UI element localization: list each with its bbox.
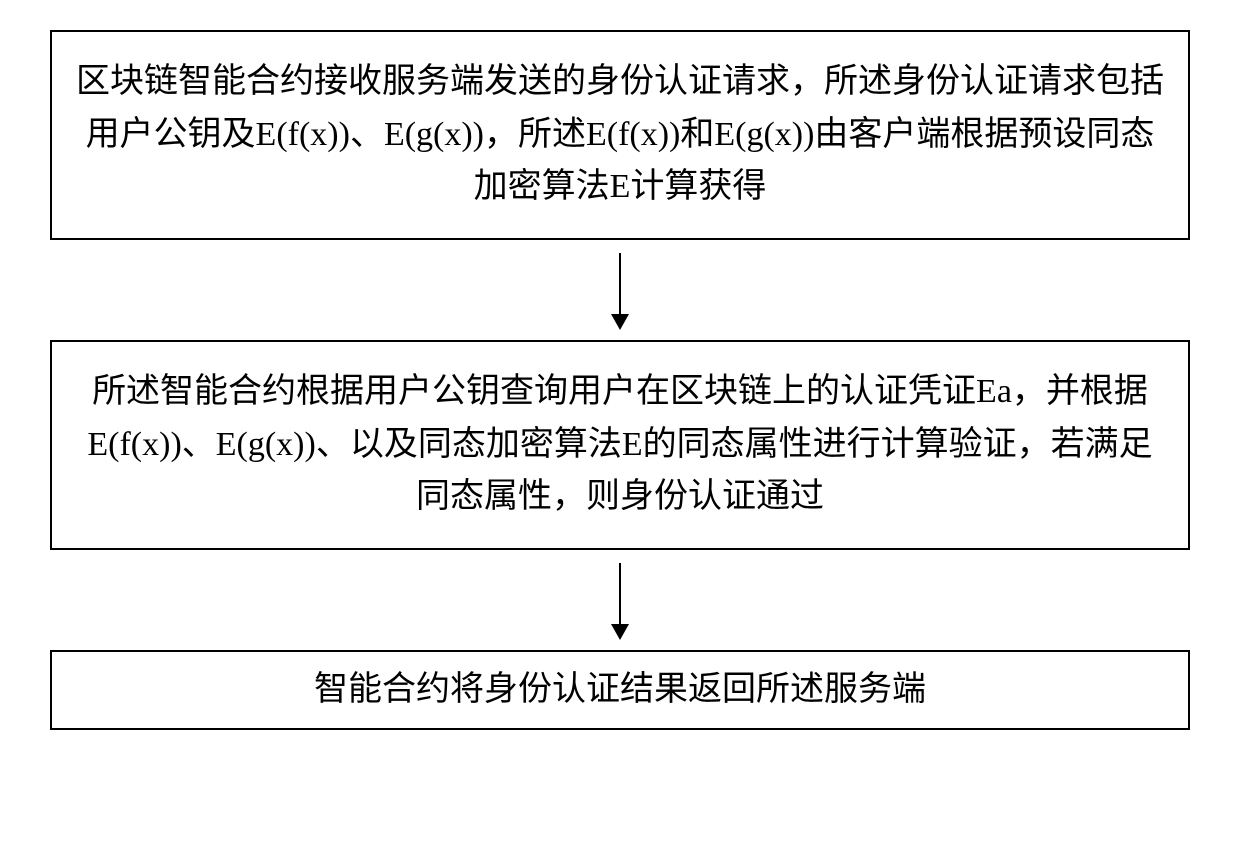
step-1-text: 区块链智能合约接收服务端发送的身份认证请求，所述身份认证请求包括用户公钥及E(f…	[76, 56, 1164, 214]
flowchart-step-1: 区块链智能合约接收服务端发送的身份认证请求，所述身份认证请求包括用户公钥及E(f…	[50, 30, 1190, 240]
arrow-1-to-2	[50, 240, 1190, 340]
flowchart-step-2: 所述智能合约根据用户公钥查询用户在区块链上的认证凭证Ea，并根据E(f(x))、…	[50, 340, 1190, 550]
arrow-line-icon	[619, 563, 621, 638]
step-3-text: 智能合约将身份认证结果返回所述服务端	[314, 664, 926, 717]
arrow-head-icon	[611, 624, 629, 640]
flowchart-container: 区块链智能合约接收服务端发送的身份认证请求，所述身份认证请求包括用户公钥及E(f…	[50, 30, 1190, 730]
flowchart-step-3: 智能合约将身份认证结果返回所述服务端	[50, 650, 1190, 730]
step-2-text: 所述智能合约根据用户公钥查询用户在区块链上的认证凭证Ea，并根据E(f(x))、…	[76, 366, 1164, 524]
arrow-head-icon	[611, 314, 629, 330]
arrow-line-icon	[619, 253, 621, 328]
arrow-2-to-3	[50, 550, 1190, 650]
